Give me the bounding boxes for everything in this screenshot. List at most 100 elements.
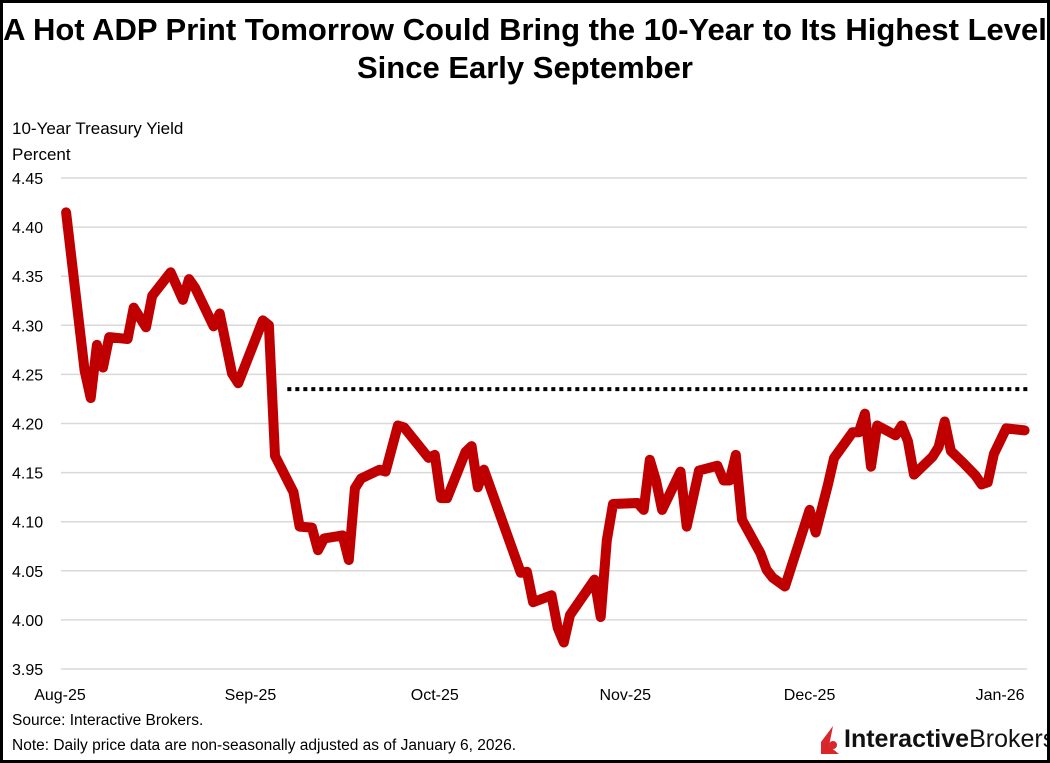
data-point (809, 509, 811, 511)
data-point (1024, 429, 1026, 431)
data-point (827, 483, 829, 485)
y-tick-label: 4.05 (12, 564, 43, 581)
data-point (292, 491, 294, 493)
data-point (360, 477, 362, 479)
data-point (974, 475, 976, 477)
data-point (354, 487, 356, 489)
data-point (526, 571, 528, 573)
data-point (950, 450, 952, 452)
data-point (311, 527, 313, 529)
data-point (348, 559, 350, 561)
data-point (262, 319, 264, 321)
y-tick-label: 4.35 (12, 269, 43, 286)
data-point (557, 627, 559, 629)
data-point (772, 577, 774, 579)
data-point (65, 211, 67, 213)
data-point (434, 454, 436, 456)
data-point (981, 483, 983, 485)
yield-series-line (61, 207, 1030, 648)
data-point (895, 434, 897, 436)
data-point (643, 509, 645, 511)
data-point (907, 440, 909, 442)
data-point (716, 465, 718, 467)
data-point (913, 474, 915, 476)
data-point (993, 453, 995, 455)
data-point (133, 307, 135, 309)
x-tick-label: Aug-25 (34, 687, 86, 704)
data-point (594, 579, 596, 581)
data-point (698, 470, 700, 472)
data-point (901, 424, 903, 426)
x-tick-label: Dec-25 (784, 687, 836, 704)
data-point (145, 326, 147, 328)
data-point (532, 601, 534, 603)
data-point (268, 324, 270, 326)
data-point (237, 382, 239, 384)
data-point (397, 424, 399, 426)
data-point (637, 502, 639, 504)
data-point (231, 372, 233, 374)
data-point (729, 479, 731, 481)
data-point (655, 479, 657, 481)
data-point (96, 344, 98, 346)
data-point (864, 413, 866, 415)
data-point (446, 497, 448, 499)
y-tick-label: 4.45 (12, 171, 43, 188)
data-point (686, 526, 688, 528)
data-point (1005, 427, 1007, 429)
data-point (784, 586, 786, 588)
data-point (378, 469, 380, 471)
x-tick-label: Oct-25 (411, 687, 459, 704)
y-tick-label: 4.40 (12, 220, 43, 237)
data-point (741, 519, 743, 521)
data-point (870, 466, 872, 468)
x-tick-label: Sep-25 (225, 687, 277, 704)
interactive-brokers-logo: Interactive Brokers (819, 725, 1050, 754)
data-point (403, 426, 405, 428)
data-point (170, 271, 172, 273)
data-point (188, 278, 190, 280)
data-point (342, 534, 344, 536)
data-point (194, 287, 196, 289)
data-point (661, 509, 663, 511)
data-point (600, 616, 602, 618)
data-point (649, 459, 651, 461)
y-axis-label: 10-Year Treasury Yield (12, 119, 184, 138)
data-point (151, 295, 153, 297)
data-point (90, 397, 92, 399)
data-point (471, 445, 473, 447)
data-point (759, 552, 761, 554)
source-note: Source: Interactive Brokers. (12, 712, 204, 729)
data-point (428, 457, 430, 459)
data-point (612, 503, 614, 505)
y-tick-label: 4.20 (12, 417, 43, 434)
data-point (108, 336, 110, 338)
data-point (606, 539, 608, 541)
x-tick-label: Nov-25 (599, 687, 651, 704)
data-point (182, 299, 184, 301)
data-point (102, 367, 104, 369)
data-point (385, 471, 387, 473)
y-tick-label: 4.00 (12, 613, 43, 630)
data-point (274, 455, 276, 457)
logo-text-bold: Interactive (844, 725, 970, 753)
data-point (219, 313, 221, 315)
x-tick-label: Jan-26 (976, 687, 1025, 704)
logo-flame-icon (821, 725, 839, 754)
data-point (735, 454, 737, 456)
data-point (931, 456, 933, 458)
data-point (127, 338, 129, 340)
data-point (323, 537, 325, 539)
footnote: Note: Daily price data are non-seasonall… (12, 737, 517, 754)
y-axis-unit: Percent (12, 145, 71, 164)
logo-text-regular: Brokers (969, 725, 1050, 753)
data-point (858, 431, 860, 433)
y-tick-label: 3.95 (12, 662, 43, 679)
y-tick-label: 4.10 (12, 515, 43, 532)
data-point (440, 497, 442, 499)
data-point (938, 446, 940, 448)
data-point (876, 424, 878, 426)
data-point (465, 451, 467, 453)
chart-title: A Hot ADP Print Tomorrow Could Bring the… (3, 12, 1047, 85)
